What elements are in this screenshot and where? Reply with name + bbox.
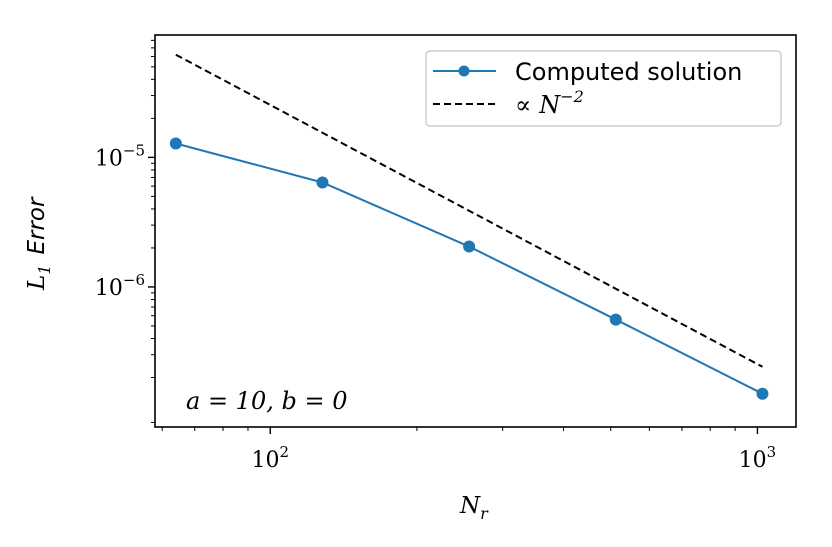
x-axis-label-main: N: [459, 493, 481, 519]
legend-label-computed: Computed solution: [515, 58, 742, 86]
x-tick-label-base: 10: [739, 448, 767, 473]
x-tick-label: 102: [251, 443, 289, 473]
x-tick-label-exponent: 2: [279, 443, 289, 461]
computed-solution-point: [169, 137, 182, 150]
computed-solution-point: [463, 240, 476, 253]
y-tick-label-base: 10: [95, 276, 123, 301]
computed-solution-line: [175, 142, 763, 395]
y-axis-label-main: L: [24, 275, 50, 291]
legend-variable: N: [538, 91, 561, 119]
x-tick-label-exponent: 3: [767, 443, 777, 461]
legend-marker-computed: [458, 65, 470, 77]
y-axis-label-word: Error: [24, 196, 50, 255]
y-tick-label-exponent: −6: [123, 271, 145, 289]
legend: Computed solution ∝ N−2: [425, 50, 782, 127]
computed-solution-point: [316, 176, 329, 189]
parameter-annotation: a = 10, b = 0: [186, 387, 347, 415]
major-ticks: [148, 156, 759, 434]
legend-box: [425, 50, 782, 127]
x-axis-label-sub: r: [480, 504, 489, 523]
x-axis-label: Nr: [459, 493, 489, 523]
computed-solution-point: [756, 387, 769, 400]
plot-frame: [154, 34, 797, 428]
y-tick-label-base: 10: [95, 146, 123, 171]
computed-solution-point: [609, 313, 622, 326]
x-tick-label-base: 10: [251, 448, 279, 473]
series-layer: [169, 53, 769, 400]
legend-exponent: −2: [560, 87, 584, 106]
y-axis-label-sub: 1: [35, 265, 54, 275]
y-axis-label: L1 Error: [24, 196, 54, 291]
y-tick-label: 10−5: [95, 141, 145, 171]
x-tick-label: 103: [739, 443, 777, 473]
legend-proportional-symbol: ∝: [515, 91, 531, 119]
y-tick-label: 10−6: [95, 271, 145, 301]
reference-slope-line: [175, 53, 763, 368]
legend-label-reference: ∝ N−2: [515, 87, 584, 119]
y-tick-label-exponent: −5: [123, 141, 145, 159]
